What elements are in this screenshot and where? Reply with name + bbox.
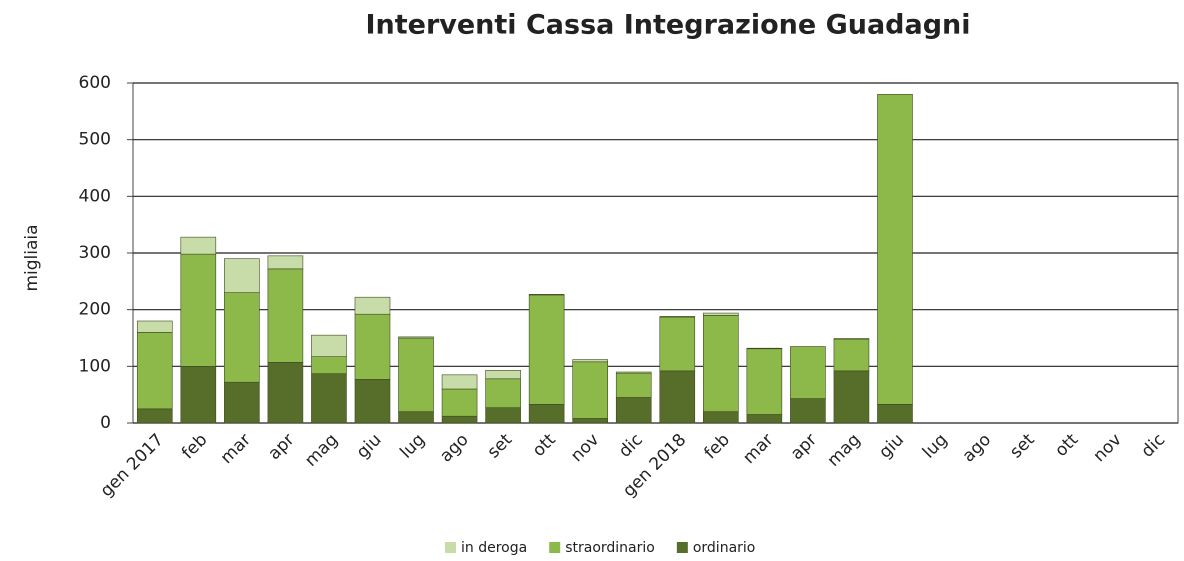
bar-segment xyxy=(311,356,347,375)
bar-segment xyxy=(615,372,652,398)
bar-segment xyxy=(659,316,696,318)
y-tick-label: 300 xyxy=(79,243,111,263)
x-tick-label: nov xyxy=(1090,430,1126,466)
y-tick-label: 600 xyxy=(79,73,111,93)
bar-segment xyxy=(354,296,391,315)
x-tick-label: dic xyxy=(615,430,647,462)
x-tick-label: mag xyxy=(301,430,342,471)
bar-segment xyxy=(703,315,739,412)
x-tick-label: mar xyxy=(739,430,777,468)
x-tick-label: apr xyxy=(787,430,821,464)
bar-segment xyxy=(877,403,913,424)
bar-segment xyxy=(398,336,434,339)
bar-segment xyxy=(572,359,608,363)
x-tick-label: nov xyxy=(567,430,603,466)
x-tick-label: giu xyxy=(353,430,386,463)
x-tick-label: mag xyxy=(824,430,865,471)
bar-segment xyxy=(615,397,652,424)
x-tick-label: lug xyxy=(919,430,952,463)
y-tick-label: 100 xyxy=(79,356,111,376)
bar-segment xyxy=(441,415,478,424)
x-tick-label: ott xyxy=(1051,430,1082,461)
x-tick-label: ott xyxy=(529,430,560,461)
bar-segment xyxy=(485,407,521,424)
bar-segment xyxy=(180,253,217,367)
bar-segment xyxy=(136,320,173,333)
x-tick-label: ago xyxy=(436,430,472,466)
bar-segment xyxy=(398,411,434,424)
legend-label: ordinario xyxy=(693,540,756,556)
bar-segment xyxy=(267,268,304,363)
bar-segment xyxy=(180,236,217,255)
y-tick-label: 500 xyxy=(79,130,111,150)
y-tick-label: 200 xyxy=(79,300,111,320)
bar-segment xyxy=(659,370,696,424)
bar-segment xyxy=(441,388,478,417)
legend-label: in deroga xyxy=(461,540,527,556)
bar-segment xyxy=(790,398,826,424)
bar-segment xyxy=(833,338,870,372)
x-tick-label: feb xyxy=(700,430,733,463)
x-tick-label: gen 2017 xyxy=(97,430,168,501)
bar-segment xyxy=(136,332,173,410)
bar-segment xyxy=(703,411,739,424)
x-tick-label: giu xyxy=(875,430,908,463)
bar-segment xyxy=(267,362,304,424)
bar-segment xyxy=(615,371,652,374)
bar-segment xyxy=(833,338,870,340)
legend-swatch xyxy=(445,542,456,553)
bar-segment xyxy=(833,370,870,424)
bar-segment xyxy=(354,379,391,424)
bar-segment xyxy=(180,366,217,424)
x-tick-label: feb xyxy=(178,430,211,463)
chart-title: Interventi Cassa Integrazione Guadagni xyxy=(365,10,970,41)
x-tick-label: ago xyxy=(959,430,995,466)
bar-segment xyxy=(528,294,565,405)
bar-segment xyxy=(224,292,260,383)
y-axis-label: migliaia xyxy=(22,224,42,291)
x-tick-label: set xyxy=(1006,430,1039,463)
x-tick-label: dic xyxy=(1138,430,1170,462)
x-tick-label: lug xyxy=(396,430,429,463)
bar-segment xyxy=(354,313,391,380)
bar-segment xyxy=(790,346,826,399)
bar-segment xyxy=(485,369,521,380)
bar-segment xyxy=(528,294,565,296)
bar-segment xyxy=(877,94,913,405)
x-tick-label: set xyxy=(484,430,517,463)
legend-swatch xyxy=(549,542,561,553)
legend-label: straordinario xyxy=(565,540,655,556)
bar-segment xyxy=(528,403,565,424)
bar-segment xyxy=(224,381,260,424)
bar-segment xyxy=(485,378,521,408)
y-tick-label: 0 xyxy=(100,413,111,433)
bar-segment xyxy=(572,418,608,424)
bar-segment xyxy=(703,312,739,316)
y-tick-label: 400 xyxy=(79,186,111,206)
legend-swatch xyxy=(676,542,688,553)
bar-segment xyxy=(746,347,783,350)
bar-segment xyxy=(224,258,260,293)
bar-segment xyxy=(136,408,173,424)
bar-segment xyxy=(311,373,347,424)
bar-segment xyxy=(659,316,696,372)
bar-segment xyxy=(398,337,434,412)
bar-segment xyxy=(441,374,478,390)
bar-segment xyxy=(572,361,608,419)
bar-segment xyxy=(311,334,347,357)
x-tick-label: mar xyxy=(217,430,255,468)
bar-segment xyxy=(746,348,783,415)
bar-segment xyxy=(267,255,304,270)
x-tick-label: apr xyxy=(264,430,298,464)
bar-segment xyxy=(746,414,783,424)
